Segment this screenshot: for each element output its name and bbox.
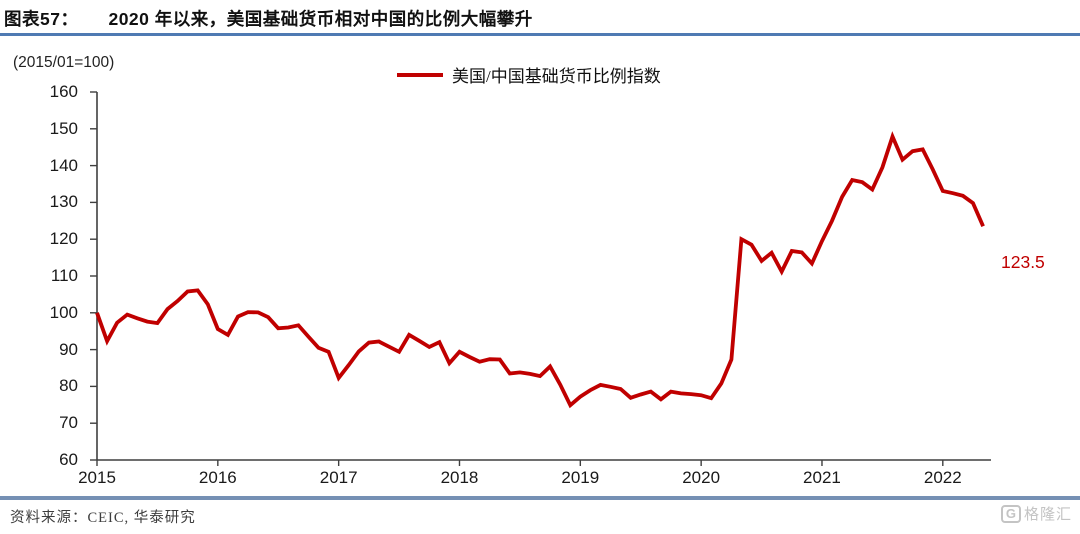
y-tick-label: 160 [49,82,78,101]
y-tick-label: 130 [49,192,78,212]
title-divider [0,33,1080,36]
source-note: 资料来源：CEIC, 华泰研究 [10,510,196,526]
brand-logo: G 格隆汇 [1000,503,1072,524]
y-tick-label: 120 [49,229,78,249]
x-tick-label: 2018 [440,468,479,487]
x-tick-label: 2020 [682,468,721,487]
x-tick-label: 2016 [198,468,237,487]
figure-title: 2020 年以来，美国基础货币相对中国的比例大幅攀升 [108,9,533,29]
last-value-label: 123.5 [1001,252,1045,272]
y-tick-label: 80 [59,376,78,396]
brand-logo-text: 格隆汇 [1023,507,1072,523]
x-tick-label: 2019 [561,468,600,487]
y-tick-label: 150 [49,118,78,138]
figure-title-row: 图表57： 2020 年以来，美国基础货币相对中国的比例大幅攀升 [4,6,533,31]
y-tick-label: 90 [59,339,78,359]
y-tick-label: 140 [49,155,78,175]
y-tick-label: 110 [50,266,78,285]
chart-legend: 美国/中国基础货币比例指数 [397,62,661,87]
legend-label: 美国/中国基础货币比例指数 [452,67,661,86]
x-tick-label: 2022 [923,468,962,487]
brand-logo-icon: G [1000,504,1021,523]
x-tick-label: 2021 [803,468,841,487]
y-tick-label: 70 [59,413,78,433]
x-tick-label: 2017 [319,468,358,487]
y-tick-label: 60 [59,450,78,469]
y-tick-label: 100 [49,302,78,322]
x-tick-label: 2015 [78,468,116,487]
legend-line-swatch-icon [397,72,443,77]
figure-number: 图表57： [4,9,79,29]
footer-divider [0,496,1080,500]
axis-unit-note: (2015/01=100) [13,54,115,71]
series-line [95,131,985,409]
